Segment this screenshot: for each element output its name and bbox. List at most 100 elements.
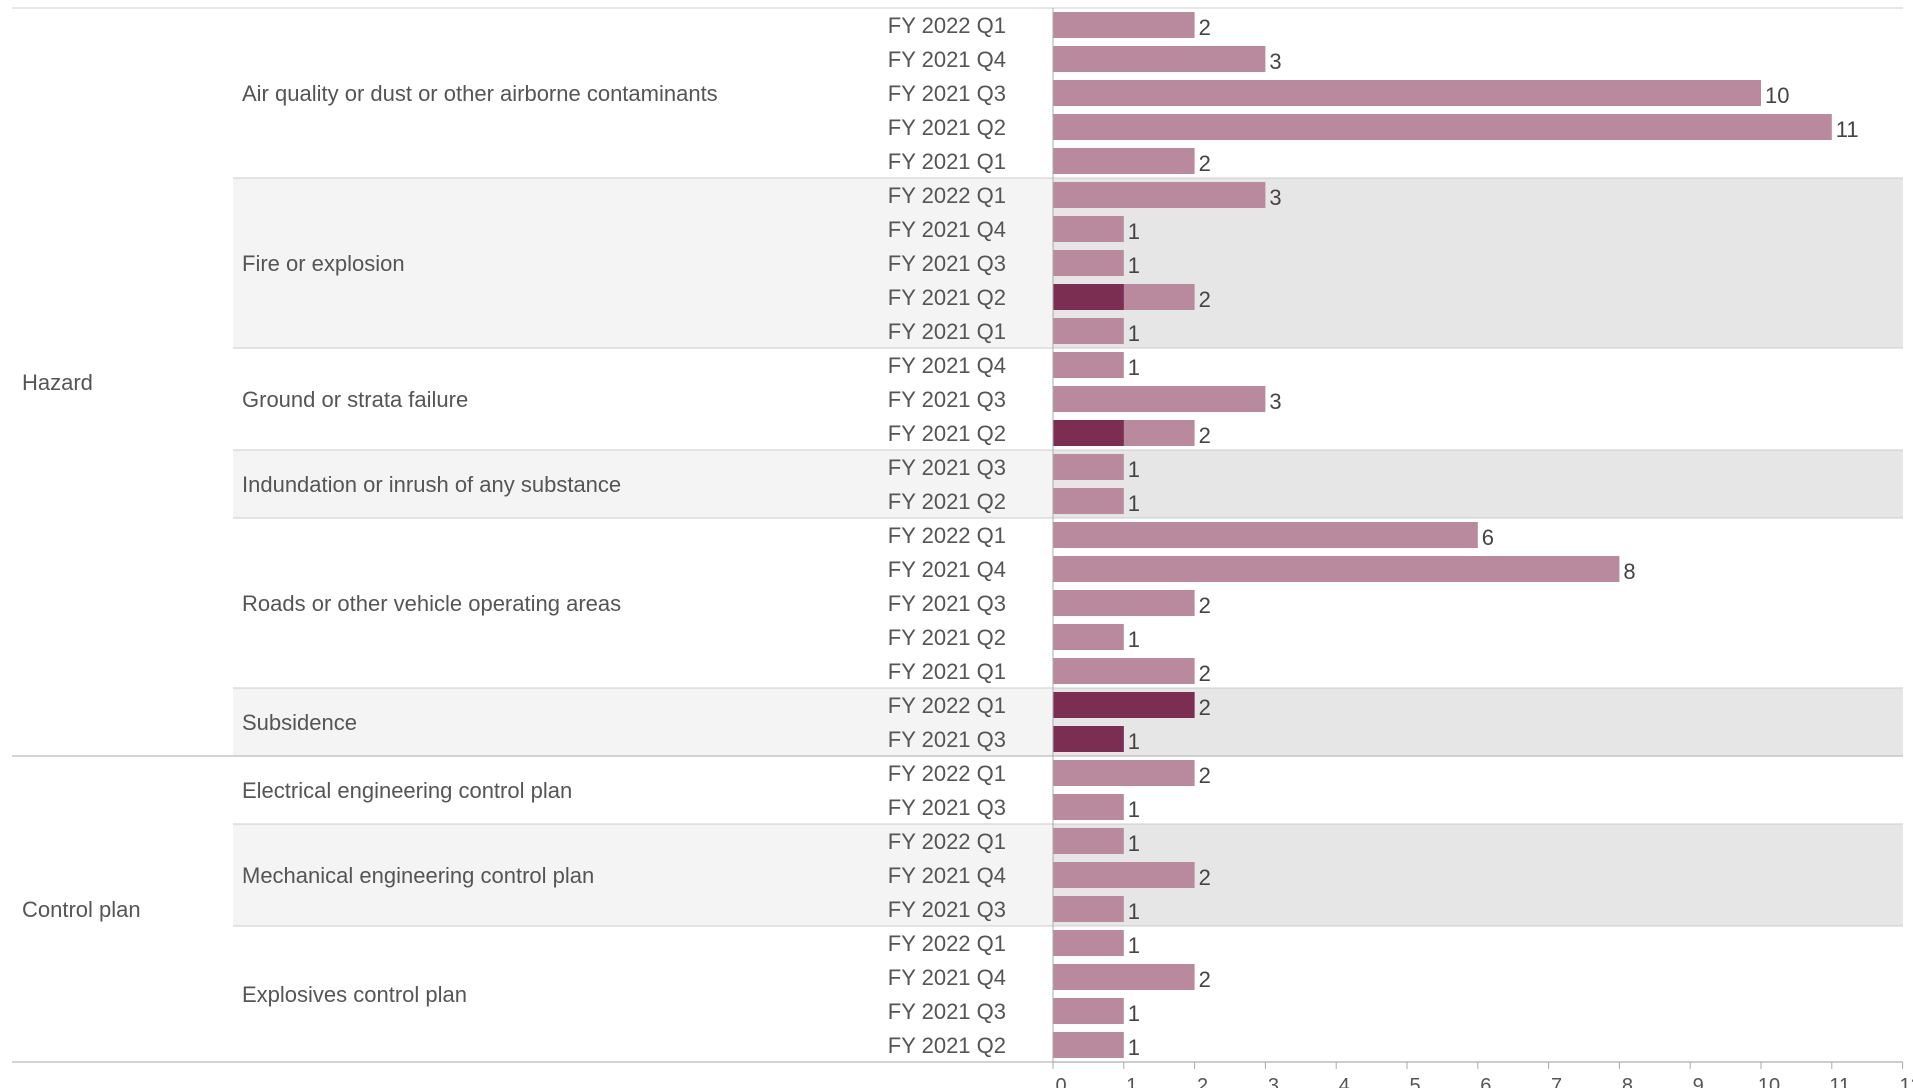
x-tick-label: 7	[1551, 1075, 1562, 1088]
quarter-label: FY 2021 Q3	[888, 591, 1006, 616]
data-label: 1	[1128, 933, 1140, 958]
data-label: 1	[1128, 1001, 1140, 1026]
bar	[1053, 318, 1124, 344]
quarter-label: FY 2021 Q2	[888, 421, 1006, 446]
data-label: 2	[1199, 287, 1211, 312]
quarter-label: FY 2022 Q1	[888, 829, 1006, 854]
row-band-left	[233, 178, 1053, 348]
bar	[1053, 352, 1124, 378]
x-tick-label: 9	[1693, 1075, 1704, 1088]
data-label: 1	[1128, 219, 1140, 244]
quarter-label: FY 2021 Q4	[888, 353, 1006, 378]
subgroup-label: Ground or strata failure	[242, 387, 468, 412]
bar	[1053, 216, 1124, 242]
row-band-plot	[1053, 450, 1903, 518]
data-label: 1	[1128, 355, 1140, 380]
subgroup-label: Fire or explosion	[242, 251, 405, 276]
bar	[1053, 964, 1195, 990]
bar	[1053, 386, 1266, 412]
row-band-plot	[1053, 688, 1903, 756]
data-label: 1	[1128, 1035, 1140, 1060]
x-tick-label: 1	[1126, 1075, 1137, 1088]
row-band-left	[233, 688, 1053, 756]
bar	[1053, 930, 1124, 956]
x-tick-label: 10	[1758, 1075, 1780, 1088]
data-label: 8	[1623, 559, 1635, 584]
quarter-label: FY 2021 Q3	[888, 251, 1006, 276]
bar	[1053, 760, 1195, 786]
data-label: 1	[1128, 491, 1140, 516]
subgroup-label: Electrical engineering control plan	[242, 778, 572, 803]
data-label: 2	[1199, 661, 1211, 686]
bar-highlight	[1053, 726, 1124, 752]
row-band-plot	[1053, 824, 1903, 926]
subgroup-label: Subsidence	[242, 710, 357, 735]
bar	[1053, 624, 1124, 650]
bar	[1053, 80, 1761, 106]
quarter-label: FY 2021 Q3	[888, 81, 1006, 106]
quarter-label: FY 2021 Q4	[888, 863, 1006, 888]
quarter-label: FY 2021 Q3	[888, 727, 1006, 752]
bar	[1053, 250, 1124, 276]
bar	[1053, 794, 1124, 820]
x-tick-label: 2	[1197, 1075, 1208, 1088]
data-label: 2	[1199, 423, 1211, 448]
quarter-label: FY 2021 Q1	[888, 149, 1006, 174]
data-label: 2	[1199, 695, 1211, 720]
bar	[1053, 896, 1124, 922]
data-label: 3	[1269, 389, 1281, 414]
x-tick-label: 3	[1268, 1075, 1279, 1088]
bar	[1053, 590, 1195, 616]
quarter-label: FY 2021 Q1	[888, 659, 1006, 684]
quarter-label: FY 2021 Q3	[888, 795, 1006, 820]
quarter-label: FY 2022 Q1	[888, 523, 1006, 548]
data-label: 1	[1128, 729, 1140, 754]
data-label: 2	[1199, 593, 1211, 618]
x-tick-label: 11	[1829, 1075, 1850, 1088]
data-label: 10	[1765, 83, 1789, 108]
subgroup-label: Indundation or inrush of any substance	[242, 472, 621, 497]
category-label: Control plan	[22, 897, 141, 922]
data-label: 2	[1199, 15, 1211, 40]
x-tick-label: 8	[1622, 1075, 1633, 1088]
quarter-label: FY 2021 Q4	[888, 965, 1006, 990]
data-label: 1	[1128, 457, 1140, 482]
quarter-label: FY 2021 Q3	[888, 455, 1006, 480]
bar	[1053, 46, 1266, 72]
quarter-label: FY 2022 Q1	[888, 693, 1006, 718]
quarter-label: FY 2021 Q3	[888, 897, 1006, 922]
data-label: 1	[1128, 899, 1140, 924]
bar-highlight	[1053, 284, 1124, 310]
bar	[1053, 454, 1124, 480]
quarter-label: FY 2021 Q4	[888, 47, 1006, 72]
data-label: 11	[1836, 117, 1859, 142]
bar	[1053, 862, 1195, 888]
data-label: 2	[1199, 763, 1211, 788]
quarter-label: FY 2021 Q2	[888, 625, 1006, 650]
bar-highlight	[1053, 692, 1195, 718]
data-label: 2	[1199, 865, 1211, 890]
data-label: 2	[1199, 151, 1211, 176]
quarter-label: FY 2021 Q4	[888, 217, 1006, 242]
x-tick-label: 5	[1409, 1075, 1420, 1088]
bar	[1053, 182, 1266, 208]
quarter-label: FY 2021 Q2	[888, 1033, 1006, 1058]
subgroup-label: Roads or other vehicle operating areas	[242, 591, 621, 616]
data-label: 1	[1128, 321, 1140, 346]
quarter-label: FY 2021 Q4	[888, 557, 1006, 582]
quarter-label: FY 2022 Q1	[888, 183, 1006, 208]
bar	[1053, 488, 1124, 514]
data-label: 3	[1269, 49, 1281, 74]
bar	[1053, 12, 1195, 38]
subgroup-label: Mechanical engineering control plan	[242, 863, 594, 888]
bar	[1053, 828, 1124, 854]
x-tick-label: 4	[1339, 1075, 1350, 1088]
data-label: 3	[1269, 185, 1281, 210]
data-label: 1	[1128, 797, 1140, 822]
quarter-label: FY 2021 Q2	[888, 489, 1006, 514]
quarter-label: FY 2022 Q1	[888, 931, 1006, 956]
quarter-label: FY 2022 Q1	[888, 13, 1006, 38]
bar	[1053, 998, 1124, 1024]
data-label: 1	[1128, 253, 1140, 278]
